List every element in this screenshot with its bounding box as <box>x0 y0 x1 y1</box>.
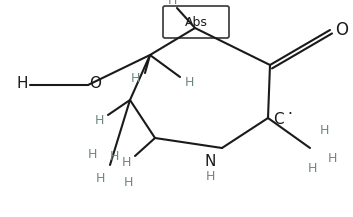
Text: O: O <box>89 76 101 90</box>
Text: H: H <box>184 76 194 89</box>
Text: H: H <box>87 148 97 161</box>
Text: H: H <box>123 176 133 189</box>
Text: H: H <box>167 0 177 7</box>
Text: N: N <box>204 155 216 169</box>
Text: H: H <box>307 161 317 174</box>
Text: H: H <box>95 173 105 186</box>
Text: H: H <box>319 123 329 136</box>
Text: Abs: Abs <box>185 16 208 30</box>
Text: C: C <box>273 112 283 127</box>
Text: H: H <box>205 169 215 182</box>
Text: H: H <box>130 71 140 84</box>
Text: H: H <box>94 113 104 127</box>
Text: H: H <box>121 156 131 168</box>
Text: H: H <box>109 151 119 163</box>
Text: H: H <box>16 76 28 90</box>
Text: O: O <box>335 21 348 39</box>
FancyBboxPatch shape <box>163 6 229 38</box>
Text: H: H <box>327 151 337 164</box>
Text: ·: · <box>288 107 292 123</box>
